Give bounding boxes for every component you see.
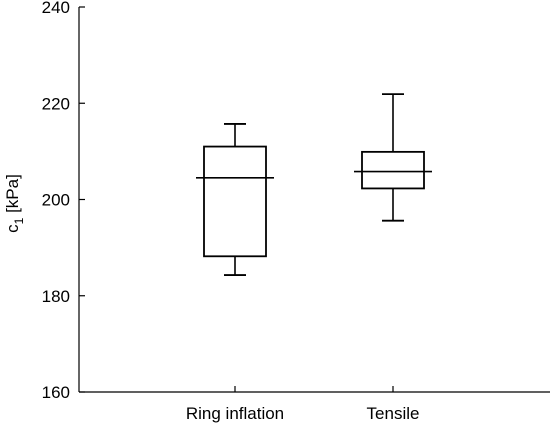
y-axis-title-subscript: 1 [12,217,26,224]
y-tick-label: 240 [42,0,70,17]
y-axis-title-main: c [3,224,22,233]
y-axis-title-unit: [kPa] [3,174,22,217]
x-tick-label: Ring inflation [186,404,284,423]
box-group [354,93,432,222]
iqr-box [203,145,267,258]
y-axis-title: c1 [kPa] [3,174,26,233]
y-tick-label: 160 [42,383,70,402]
box-group [196,123,274,276]
ticks: 160 180 200 220 240 Ring inflation Tensile [42,0,420,423]
y-tick-label: 200 [42,191,70,210]
y-tick-label: 180 [42,287,70,306]
iqr-box [361,150,425,190]
boxes [196,93,432,276]
x-tick-label: Tensile [367,404,420,423]
y-tick-label: 220 [42,94,70,113]
